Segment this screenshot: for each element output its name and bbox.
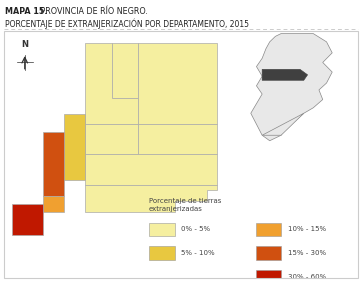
Bar <box>256 223 282 236</box>
Polygon shape <box>85 43 138 124</box>
Polygon shape <box>138 124 218 153</box>
Text: PROVINCIA DE RÍO NEGRO.: PROVINCIA DE RÍO NEGRO. <box>38 7 148 16</box>
Text: 10% - 15%: 10% - 15% <box>288 226 326 232</box>
Polygon shape <box>112 43 138 98</box>
Polygon shape <box>138 43 218 124</box>
Polygon shape <box>262 69 308 80</box>
Polygon shape <box>262 113 304 135</box>
Text: 15% - 30%: 15% - 30% <box>288 250 326 256</box>
Text: PORCENTAJE DE EXTRANJERIZACIÓN POR DEPARTAMENTO, 2015: PORCENTAJE DE EXTRANJERIZACIÓN POR DEPAR… <box>5 18 249 29</box>
Text: Porcentaje de tierras
extranjerizadas: Porcentaje de tierras extranjerizadas <box>149 198 222 212</box>
Text: MAPA 15.: MAPA 15. <box>5 7 48 16</box>
Polygon shape <box>85 124 138 153</box>
Polygon shape <box>251 34 332 141</box>
Polygon shape <box>85 153 218 185</box>
Polygon shape <box>64 114 85 180</box>
Bar <box>256 270 282 281</box>
Text: 0% - 5%: 0% - 5% <box>181 226 210 232</box>
Text: 30% - 60%: 30% - 60% <box>288 273 326 280</box>
Polygon shape <box>85 185 218 212</box>
Bar <box>256 246 282 260</box>
Text: N: N <box>21 40 28 49</box>
Bar <box>149 246 175 260</box>
Polygon shape <box>12 204 43 235</box>
Bar <box>149 223 175 236</box>
Text: 5% - 10%: 5% - 10% <box>181 250 215 256</box>
Polygon shape <box>43 132 64 196</box>
Polygon shape <box>43 196 64 212</box>
